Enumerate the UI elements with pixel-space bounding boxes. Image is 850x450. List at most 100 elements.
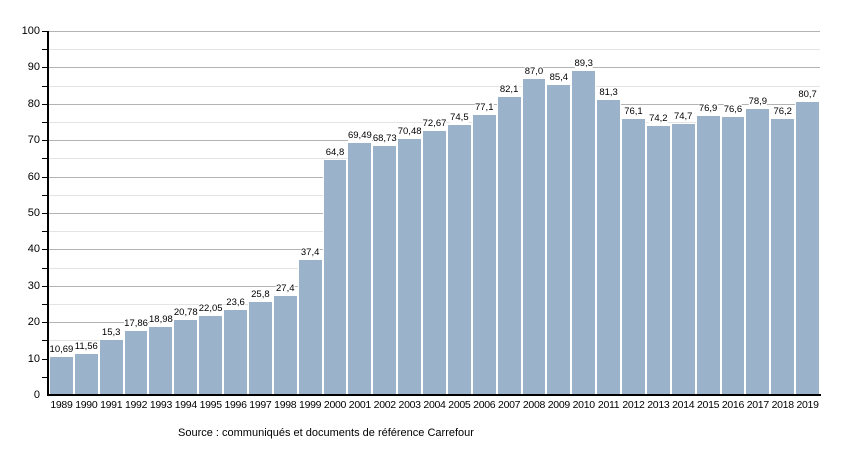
- bar-2018: [770, 117, 796, 395]
- y-axis-tick: [42, 359, 47, 360]
- y-axis-tick: [42, 231, 47, 232]
- bar-2006: [471, 114, 497, 395]
- bar-value-label: 89,3: [574, 57, 593, 69]
- bar-1994: [173, 319, 199, 395]
- bar-value-label: 69,49: [347, 130, 372, 142]
- y-axis-tick: [42, 213, 47, 214]
- x-tick-label: 2018: [771, 399, 794, 411]
- bar-value-label: 78,9: [748, 95, 768, 107]
- bar-2002: [372, 144, 398, 395]
- x-tick-label: 1994: [174, 399, 197, 411]
- bar-2013: [645, 124, 671, 395]
- bar-value-label: 76,1: [624, 105, 643, 117]
- y-tick-label: 50: [27, 207, 40, 219]
- bar-2001: [347, 142, 373, 395]
- bar-value-label: 23,6: [226, 297, 245, 309]
- y-axis-tick: [42, 195, 47, 196]
- bar-value-label: 64,8: [325, 147, 345, 159]
- y-tick-label: 30: [27, 279, 40, 292]
- x-tick-label: 1989: [50, 399, 73, 411]
- y-axis-tick: [42, 249, 47, 250]
- bar-value-label: 27,4: [276, 283, 295, 295]
- bar-value-label: 10,69: [49, 344, 74, 356]
- y-axis-tick: [42, 122, 47, 123]
- x-tick-label: 2015: [696, 399, 720, 411]
- x-tick-label: 1998: [274, 399, 297, 411]
- bar-2015: [695, 115, 721, 395]
- bar-value-label: 76,2: [773, 105, 792, 117]
- bar-value-label: 11,56: [74, 340, 98, 352]
- bar-value-label: 17,86: [124, 317, 148, 329]
- bar-2011: [596, 99, 622, 395]
- x-tick-label: 1990: [75, 399, 98, 411]
- bar-2016: [720, 116, 746, 395]
- y-axis-tick: [42, 377, 47, 378]
- x-tick-label: 1991: [100, 399, 123, 411]
- bar-1998: [272, 295, 298, 395]
- x-tick-label: 2013: [647, 399, 670, 411]
- y-axis: [47, 31, 49, 396]
- y-tick-label: 100: [21, 25, 40, 37]
- bar-1997: [247, 301, 273, 395]
- y-tick-label: 10: [27, 352, 40, 365]
- y-axis-tick: [42, 268, 47, 269]
- bar-1993: [148, 325, 174, 395]
- gridline-minor: [49, 86, 820, 87]
- bar-value-label: 72,67: [422, 118, 447, 130]
- gridline-major: [49, 104, 820, 105]
- bar-1989: [49, 356, 74, 395]
- bar-2000: [322, 159, 348, 395]
- bar-value-label: 68,73: [372, 132, 397, 144]
- bar-value-label: 25,8: [251, 289, 270, 301]
- x-axis: [47, 394, 821, 396]
- bar-2004: [422, 130, 447, 395]
- x-tick-label: 2006: [473, 399, 496, 411]
- source-caption: Source : communiqués et documents de réf…: [178, 427, 474, 439]
- x-tick-label: 1996: [224, 399, 247, 411]
- y-tick-label: 80: [27, 97, 40, 110]
- x-tick-label: 2008: [522, 399, 546, 411]
- y-axis-tick: [42, 322, 47, 323]
- y-axis-tick: [42, 304, 47, 305]
- x-tick-label: 2016: [721, 399, 745, 411]
- bar-value-label: 74,5: [450, 111, 469, 123]
- bar-value-label: 20,78: [173, 307, 198, 319]
- x-tick-label: 2007: [498, 399, 521, 411]
- x-tick-label: 2003: [398, 399, 421, 411]
- x-tick-label: 2012: [622, 399, 645, 411]
- x-tick-label: 2011: [597, 399, 620, 411]
- bar-value-label: 18,98: [149, 313, 173, 325]
- bar-2014: [670, 123, 696, 395]
- y-axis-tick: [42, 140, 47, 141]
- bar-value-label: 37,4: [300, 246, 320, 258]
- y-axis-tick: [42, 104, 47, 105]
- bar-value-label: 87,0: [524, 66, 544, 78]
- x-tick-label: 1999: [299, 399, 322, 411]
- bar-value-label: 82,1: [499, 84, 519, 96]
- x-tick-label: 2002: [373, 399, 396, 411]
- gridline-major: [49, 67, 820, 68]
- y-axis-tick: [42, 158, 47, 159]
- x-tick-label: 1992: [124, 399, 148, 411]
- bar-value-label: 70,48: [397, 126, 422, 138]
- y-axis-tick: [42, 86, 47, 87]
- bar-value-label: 74,7: [673, 111, 693, 123]
- bar-value-label: 76,6: [723, 104, 743, 116]
- y-tick-label: 40: [27, 243, 40, 256]
- y-tick-label: 70: [27, 134, 40, 147]
- bar-2003: [397, 138, 423, 395]
- x-tick-label: 2004: [423, 399, 446, 411]
- gridline-minor: [49, 49, 820, 50]
- bar-2012: [621, 117, 646, 395]
- bar-1990: [73, 352, 99, 395]
- x-tick-label: 2001: [348, 399, 371, 411]
- bar-2010: [571, 69, 597, 395]
- y-axis-tick: [42, 286, 47, 287]
- x-tick-label: 2009: [547, 399, 570, 411]
- bar-value-label: 15,3: [101, 327, 121, 339]
- bar-2008: [521, 78, 547, 395]
- y-tick-label: 60: [27, 170, 40, 183]
- bar-1992: [123, 329, 149, 395]
- bar-1991: [98, 339, 124, 395]
